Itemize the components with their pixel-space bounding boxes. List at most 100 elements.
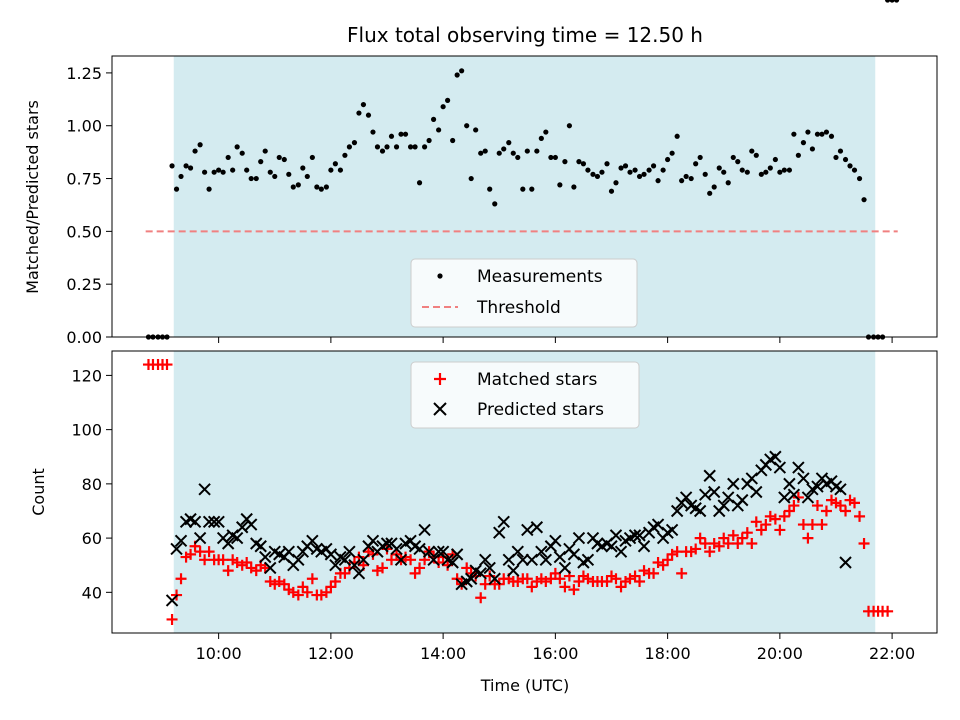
- measurement-point: [669, 150, 675, 156]
- measurement-point: [534, 148, 540, 154]
- count-panel: 40 60 80 100 120 10:00 12:00 14:00 16:00 18:00 20…: [29, 350, 938, 695]
- measurement-point: [529, 186, 535, 192]
- count-legend-box: [410, 361, 640, 429]
- measurement-point: [398, 131, 404, 137]
- measurement-point: [744, 169, 750, 175]
- x-tick-label: 12:00: [308, 644, 354, 663]
- measurement-point: [828, 133, 835, 139]
- measurement-point: [234, 144, 240, 150]
- predicted-star-point: [787, 488, 801, 501]
- matched-star-point: [292, 589, 304, 601]
- measurement-point: [833, 154, 839, 161]
- predicted-star-point: [174, 534, 188, 548]
- measurement-point: [262, 148, 268, 154]
- matched-star-point: [414, 562, 426, 574]
- predicted-star-point: [750, 485, 763, 499]
- measurement-point: [346, 144, 352, 150]
- measurement-point: [758, 171, 764, 177]
- matched-star-point: [203, 546, 215, 558]
- measurement-point: [230, 167, 236, 173]
- measurement-point: [538, 135, 544, 141]
- matched-star-point: [526, 581, 538, 593]
- measurement-point: [323, 184, 329, 190]
- matched-star-point: [217, 554, 229, 566]
- measurement-point: [202, 169, 208, 175]
- count-panel-frame: [111, 350, 938, 634]
- matched-star-point: [385, 554, 397, 566]
- matched-star-point: [849, 497, 860, 509]
- measurement-point: [739, 167, 745, 173]
- measurement-point: [608, 188, 615, 194]
- measurement-point: [487, 186, 493, 192]
- measurement-point: [520, 186, 526, 192]
- measurement-point: [328, 167, 334, 173]
- measurement-point: [576, 159, 582, 165]
- measurement-point: [716, 165, 722, 171]
- measurement-point: [206, 186, 212, 192]
- measurement-point: [707, 190, 713, 196]
- measurement-point: [524, 148, 530, 154]
- predicted-star-point: [530, 521, 544, 534]
- predicted-star-point: [165, 594, 179, 607]
- measurement-point: [225, 154, 231, 161]
- measurement-point: [665, 156, 671, 163]
- predicted-star-point: [628, 529, 642, 542]
- y-tick-label: 0.25: [66, 275, 102, 294]
- x-tick-label: 16:00: [532, 644, 578, 663]
- predicted-star-point: [727, 477, 740, 491]
- matched-star-point: [199, 554, 211, 566]
- matched-star-point: [166, 613, 178, 625]
- matched-star-point: [854, 510, 866, 522]
- x-tick-label: 20:00: [757, 644, 803, 663]
- matched-star-point: [713, 540, 725, 552]
- predicted-star-point: [558, 561, 572, 575]
- predicted-star-point: [516, 553, 530, 566]
- measurement-point: [314, 184, 320, 190]
- measurement-point: [300, 165, 306, 171]
- measurement-point: [636, 173, 643, 180]
- measurement-point: [286, 171, 292, 177]
- ratio-y-axis-label: Matched/Predicted stars: [23, 100, 42, 294]
- measurement-point: [384, 144, 390, 150]
- predicted-star-point: [188, 515, 202, 529]
- matched-star-point: [377, 562, 389, 574]
- matched-star-point: [736, 532, 748, 544]
- measurement-point: [422, 144, 428, 150]
- matched-star-point: [806, 519, 818, 531]
- ratio-y-ticks: 0.00 0.25 0.50 0.75 1.00 1.25: [66, 64, 112, 347]
- count-y-axis-label: Count: [29, 468, 48, 516]
- measurement-point: [295, 182, 301, 188]
- predicted-star-point: [834, 483, 847, 496]
- measurement-point: [697, 154, 703, 161]
- predicted-star-point: [170, 542, 183, 556]
- matched-star-point: [301, 586, 313, 598]
- predicted-star-point: [352, 567, 366, 580]
- measurement-point: [426, 137, 432, 144]
- predicted-star-point: [198, 483, 211, 496]
- measurement-point: [693, 161, 699, 167]
- y-tick-label: 40: [82, 583, 102, 602]
- measurement-point: [721, 169, 727, 175]
- measurement-point: [730, 154, 736, 161]
- predicted-star-point: [357, 553, 370, 566]
- y-tick-label: 0.00: [66, 328, 102, 347]
- matched-star-point: [792, 491, 804, 503]
- measurement-point: [702, 171, 708, 177]
- measurement-point: [402, 131, 409, 137]
- y-tick-label: 60: [82, 529, 102, 548]
- measurement-point: [281, 156, 287, 163]
- ratio-panel: 0.00 0.25 0.50 0.75 1.00 1.25 Matched/Predict…: [23, 0, 938, 347]
- predicted-star-point: [792, 461, 805, 474]
- measurement-point: [370, 129, 376, 135]
- predicted-star-point: [778, 491, 791, 504]
- measurement-point: [192, 148, 198, 154]
- measurement-point: [627, 169, 633, 175]
- measurement-point: [276, 154, 282, 161]
- predicted-star-point: [366, 534, 380, 548]
- measurement-point: [309, 154, 315, 161]
- measurement-point: [571, 184, 577, 190]
- measurement-point: [356, 110, 362, 116]
- measurement-point: [332, 161, 338, 167]
- measurement-point: [258, 159, 264, 165]
- measurement-point: [814, 131, 821, 137]
